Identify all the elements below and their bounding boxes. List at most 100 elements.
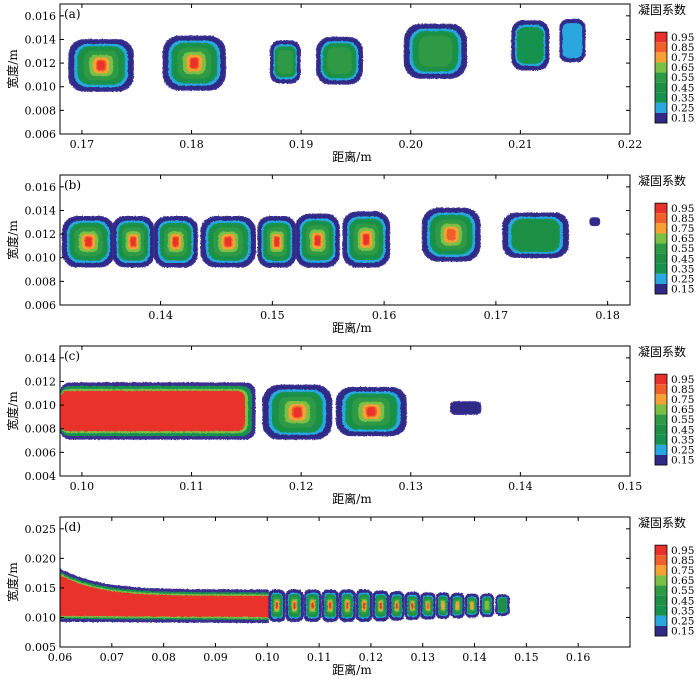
x-axis-label: 距离/m: [332, 149, 372, 164]
legend-swatch-0p85: [655, 213, 667, 224]
contour-band-0p75: [455, 602, 459, 610]
contour-blob: [404, 591, 421, 621]
contour-blob: [342, 211, 391, 268]
contour-band-0p95: [130, 237, 136, 247]
legend-frame: [654, 202, 668, 295]
legend-swatch-0p65: [655, 233, 667, 244]
contour-band-0p55: [277, 49, 293, 74]
legend-level-label: 0.35: [671, 605, 694, 617]
plot-area: [61, 207, 601, 268]
legend-level-label: 0.65: [671, 62, 694, 74]
x-tick-label: 0.19: [289, 138, 314, 151]
x-tick-label: 0.06: [48, 651, 73, 664]
contour-blob: [270, 40, 301, 84]
legend-level-label: 0.65: [671, 233, 694, 245]
legend-title: 凝固系数: [638, 344, 686, 359]
x-tick-label: 0.08: [151, 651, 176, 664]
contour-band-0p95: [85, 237, 92, 247]
plot-area: [60, 568, 510, 624]
contour-band-0p95: [315, 236, 321, 246]
x-tick-label: 0.14: [462, 651, 487, 664]
contour-blob: [316, 36, 363, 85]
legend-level-label: 0.85: [671, 555, 694, 567]
legend-level-label: 0.25: [671, 615, 694, 627]
colorbar-legend: 凝固系数 0.950.850.750.650.550.450.350.250.15: [638, 515, 694, 638]
y-tick-label: 0.010: [25, 252, 57, 265]
contour-blob: [559, 19, 586, 63]
legend-swatch-0p85: [655, 384, 667, 395]
legend-level-label: 0.35: [671, 92, 694, 104]
legend-level-label: 0.15: [671, 284, 694, 296]
contour-blob: [285, 589, 304, 622]
panel-label: (c): [64, 349, 80, 363]
panel-label: (a): [64, 7, 81, 21]
panel-label: (b): [64, 178, 81, 192]
legend-level-label: 0.85: [671, 213, 694, 225]
contour-blob: [68, 39, 134, 92]
contour-blob: [421, 207, 481, 262]
legend-level-label: 0.15: [671, 113, 694, 125]
legend-swatch-0p55: [655, 72, 667, 83]
y-tick-label: 0.004: [25, 470, 57, 483]
y-tick-label: 0.008: [25, 423, 57, 436]
plot-area: [60, 382, 482, 440]
y-tick-label: 0.010: [25, 611, 57, 624]
y-tick-label: 0.025: [25, 523, 57, 536]
legend-swatch-0p85: [655, 555, 667, 566]
legend-swatch-0p55: [655, 585, 667, 596]
legend-level-label: 0.25: [671, 273, 694, 285]
contour-band-0p65: [484, 600, 490, 610]
contour-blob: [321, 589, 339, 622]
panel-1: 0.14 0.15 0.16 0.17 0.18 0.006 0.008 0.010 0.012…: [5, 173, 694, 335]
y-tick-label: 0.010: [25, 399, 57, 412]
y-tick-label: 0.014: [25, 352, 57, 365]
y-tick-label: 0.010: [25, 81, 57, 94]
legend-swatch-0p75: [655, 223, 667, 234]
contour-band-0p85: [446, 228, 456, 241]
legend-swatch-0p25: [655, 615, 667, 626]
contour-band-0p95: [97, 60, 105, 70]
legend-swatch-0p15: [655, 454, 667, 466]
x-tick-label: 0.13: [399, 480, 424, 493]
contour-band-0p95: [379, 603, 382, 609]
panel-2: 0.10 0.11 0.12 0.13 0.14 0.15 0.004 0.006 0.008 0…: [5, 344, 694, 506]
x-axis-label: 距离/m: [332, 320, 372, 335]
colorbar-legend: 凝固系数 0.950.850.750.650.550.450.350.250.15: [638, 344, 694, 467]
contour-blob: [153, 216, 198, 268]
strip-core: [60, 390, 246, 432]
contour-band-0p45: [514, 220, 557, 250]
legend-swatch-0p75: [655, 394, 667, 405]
legend-swatch-0p85: [655, 42, 667, 53]
y-tick-label: 0.005: [25, 641, 57, 654]
y-tick-label: 0.014: [25, 204, 57, 217]
x-axis-label: 距离/m: [332, 662, 372, 677]
legend-frame: [654, 544, 668, 637]
legend-level-label: 0.55: [671, 585, 694, 597]
contour-band-0p95: [225, 237, 232, 247]
contour-band-0p95: [276, 602, 278, 609]
legend-swatch-0p65: [655, 404, 667, 415]
contour-band-0p75: [470, 602, 474, 610]
contour-band-0p15: [451, 402, 480, 414]
legend-level-label: 0.25: [671, 102, 694, 114]
contour-blob: [511, 20, 550, 71]
contour-band-0p95: [190, 58, 198, 68]
contour-blob: [112, 216, 155, 268]
legend-swatch-0p25: [655, 444, 667, 455]
legend-swatch-0p15: [655, 625, 667, 637]
x-tick-label: 0.15: [260, 309, 285, 322]
y-tick-label: 0.006: [25, 299, 57, 312]
axes-frame: [59, 345, 631, 477]
contour-band-0p45: [498, 598, 507, 612]
contour-blob: [479, 593, 495, 618]
contour-blob: [450, 592, 465, 619]
contour-blob: [355, 589, 373, 622]
axes-frame: [59, 174, 631, 306]
legend-level-label: 0.75: [671, 52, 694, 64]
plot-area: [68, 19, 586, 92]
legend-swatch-0p95: [655, 374, 667, 385]
contour-blob: [268, 589, 286, 622]
y-axis-label: 宽度/m: [5, 391, 20, 431]
legend-swatch-0p15: [655, 112, 667, 124]
legend-swatch-0p65: [655, 62, 667, 73]
